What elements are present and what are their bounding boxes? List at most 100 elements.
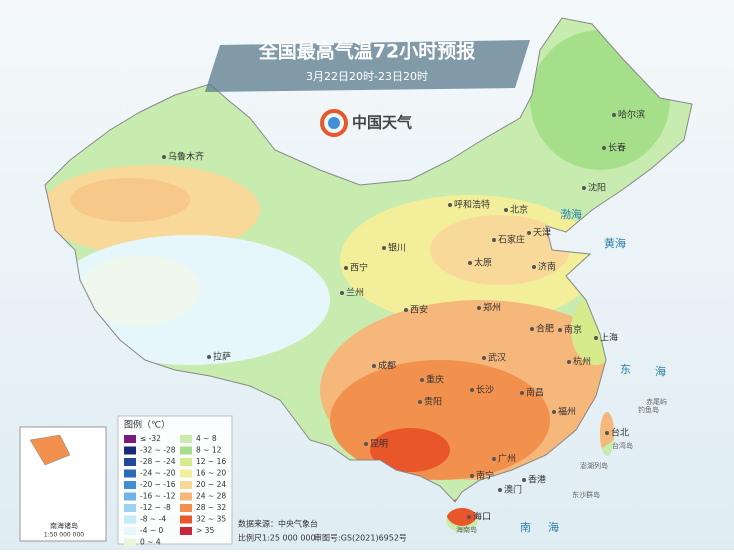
city-dot xyxy=(420,378,424,382)
subtitle: 3月22日20时-23日20时 xyxy=(306,70,428,83)
city-dot xyxy=(162,155,166,159)
island-label: 台湾岛 xyxy=(612,441,633,450)
legend-swatch xyxy=(124,458,136,466)
legend-label: -4 ~ 0 xyxy=(140,526,164,535)
city-dot xyxy=(492,238,496,242)
city-dot xyxy=(207,355,211,359)
island-label: 钓鱼岛 xyxy=(638,405,659,414)
legend-swatch xyxy=(124,492,136,501)
legend-swatch xyxy=(180,446,192,455)
legend-swatch xyxy=(124,515,136,524)
city-label: 西安 xyxy=(410,304,428,316)
scale: 比例尺1:25 000 000 xyxy=(238,533,316,543)
city-label: 乌鲁木齐 xyxy=(168,151,204,163)
sea-label: 海 xyxy=(655,364,666,378)
city-label: 郑州 xyxy=(483,302,501,314)
city-label: 台北 xyxy=(611,427,629,439)
city-dot xyxy=(567,360,571,364)
legend-swatch xyxy=(180,458,192,466)
city-dot xyxy=(364,442,368,446)
city-dot xyxy=(612,113,616,117)
city-label: 上海 xyxy=(600,332,618,344)
legend-label: 12 ~ 16 xyxy=(196,457,226,466)
legend-swatch xyxy=(124,435,136,443)
city-label: 太原 xyxy=(474,257,492,269)
city-dot xyxy=(448,203,452,207)
city-dot xyxy=(522,478,526,482)
legend-label: -8 ~ -4 xyxy=(140,515,166,524)
city-label: 成都 xyxy=(378,360,396,372)
city-label: 香港 xyxy=(528,474,546,486)
city-label: 银川 xyxy=(388,242,406,254)
city-dot xyxy=(382,246,386,250)
city-dot xyxy=(492,457,496,461)
city-dot xyxy=(498,488,502,492)
logo-text: 中国天气 xyxy=(352,114,412,132)
city-label: 兰州 xyxy=(346,287,364,299)
city-dot xyxy=(477,306,481,310)
legend-swatch xyxy=(124,481,136,489)
city-label: 昆明 xyxy=(370,439,388,450)
legend-swatch xyxy=(180,515,192,524)
legend-swatch xyxy=(180,492,192,501)
legend-label: > 35 xyxy=(196,526,214,535)
legend-swatch xyxy=(180,435,192,443)
city-label: 长春 xyxy=(608,142,626,154)
legend-label: 32 ~ 35 xyxy=(196,515,226,524)
logo-icon xyxy=(320,109,348,137)
island-label: 海南岛 xyxy=(456,525,477,534)
city-label: 澳门 xyxy=(504,484,522,496)
city-dot xyxy=(468,261,472,265)
sea-label: 渤海 xyxy=(560,207,582,221)
city-dot xyxy=(582,186,586,190)
city-label: 武汉 xyxy=(488,352,506,364)
city-label: 西宁 xyxy=(350,262,368,274)
logo-icon xyxy=(328,117,340,129)
city-dot xyxy=(470,474,474,478)
legend-label: 16 ~ 20 xyxy=(196,469,226,478)
city-dot xyxy=(344,266,348,270)
city-dot xyxy=(530,327,534,331)
city-label: 海口 xyxy=(473,511,491,523)
sea-label: 海 xyxy=(548,520,559,534)
legend-label: -16 ~ -12 xyxy=(140,492,176,501)
legend-swatch xyxy=(180,504,192,512)
city-dot xyxy=(558,328,562,332)
legend-swatch xyxy=(124,446,136,455)
legend-label: 4 ~ 8 xyxy=(196,434,217,443)
legend-label: -24 ~ -20 xyxy=(140,469,176,478)
legend-swatch xyxy=(124,469,136,478)
legend-label: 0 ~ 4 xyxy=(140,538,161,547)
city-label: 重庆 xyxy=(426,374,444,386)
city-label: 长沙 xyxy=(476,384,494,396)
legend-label: ≤ -32 xyxy=(140,434,161,443)
sea-label: 东 xyxy=(620,363,631,376)
city-dot xyxy=(602,146,606,150)
city-label: 福州 xyxy=(558,406,576,418)
legend-label: 28 ~ 32 xyxy=(196,503,226,512)
city-label: 石家庄 xyxy=(498,234,525,246)
inset-scale: 1:50 000 000 xyxy=(44,532,84,539)
legend-box xyxy=(117,415,233,545)
legend-label: -32 ~ -28 xyxy=(140,446,176,455)
legend-swatch xyxy=(180,481,192,489)
city-label: 济南 xyxy=(538,261,556,273)
city-dot xyxy=(552,410,556,414)
inset-land xyxy=(29,434,71,466)
border xyxy=(44,17,693,503)
city-dot xyxy=(467,515,471,519)
city-label: 南昌 xyxy=(526,387,544,399)
legend-label: -28 ~ -24 xyxy=(140,457,176,466)
legend-label: 20 ~ 24 xyxy=(196,480,226,489)
legend-swatch xyxy=(180,469,192,478)
sea-label: 南 xyxy=(520,521,531,534)
legend: ≤ -32 -32 ~ -28 -28 ~ -24 -24 ~ -20 -20 ~ -1… xyxy=(124,434,226,547)
island-label: 澎湖列岛 xyxy=(580,461,608,470)
legend-swatch xyxy=(180,527,192,535)
inset-title: 南海诸岛 xyxy=(50,521,78,530)
city-label: 拉萨 xyxy=(213,351,231,363)
island-label: 赤尾屿 xyxy=(646,397,667,406)
city-label: 哈尔滨 xyxy=(618,109,645,121)
city-label: 北京 xyxy=(510,204,528,216)
city-dot xyxy=(527,231,531,235)
